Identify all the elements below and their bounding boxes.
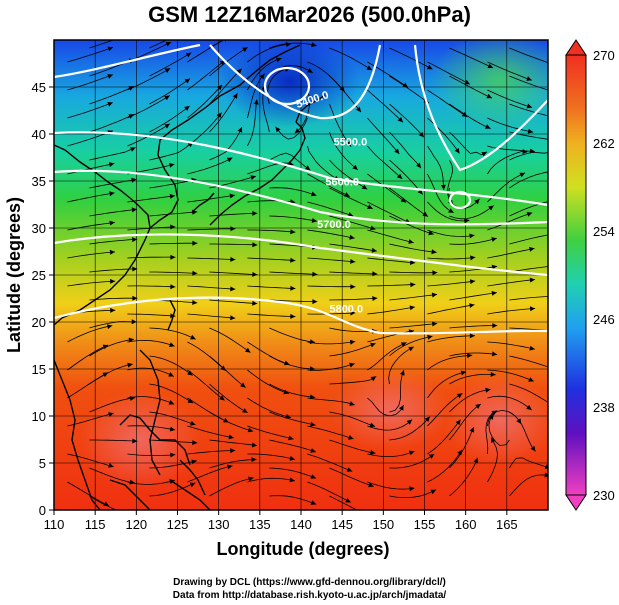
y-tick-label: 20 xyxy=(32,315,46,330)
y-tick-label: 45 xyxy=(32,80,46,95)
colorbar-label: 262 xyxy=(593,136,615,151)
contour-label-5500: 5500.0 xyxy=(334,136,368,148)
x-tick-label: 125 xyxy=(167,517,189,532)
x-tick-label: 130 xyxy=(208,517,230,532)
y-tick-label: 35 xyxy=(32,174,46,189)
contour-label-5800: 5800.0 xyxy=(329,304,363,316)
graticule xyxy=(54,40,548,510)
x-tick-label: 145 xyxy=(331,517,353,532)
colorbar-label: 230 xyxy=(593,488,615,503)
x-tick-label: 140 xyxy=(290,517,312,532)
colorbar-top-arrow xyxy=(565,39,587,56)
x-tick-label: 110 xyxy=(44,517,65,532)
y-tick-label: 15 xyxy=(32,362,46,377)
x-tick-label: 155 xyxy=(414,517,436,532)
colorbar-label: 270 xyxy=(593,48,615,63)
y-axis-title: Latitude (degrees) xyxy=(4,197,24,353)
credit-data: Data from http://database.rish.kyoto-u.a… xyxy=(172,590,447,601)
x-tick-label: 150 xyxy=(372,517,394,532)
y-tick-label: 5 xyxy=(39,456,46,471)
contour-labels: 5400.0 5500.0 5600.0 5700.0 5800.0 xyxy=(295,89,368,315)
y-tick-label: 40 xyxy=(32,127,46,142)
colorbar-label: 246 xyxy=(593,312,615,327)
x-tick-label: 165 xyxy=(496,517,518,532)
colorbar-label: 254 xyxy=(593,224,615,239)
height-contours xyxy=(54,43,548,335)
x-axis-title: Longitude (degrees) xyxy=(216,539,389,559)
contour-label-5700: 5700.0 xyxy=(317,219,351,231)
colorbar: 270 262 254 246 238 230 xyxy=(565,39,615,511)
contour-label-5600: 5600.0 xyxy=(325,177,359,189)
x-tick-label: 120 xyxy=(125,517,147,532)
coastlines xyxy=(54,44,326,510)
temperature-field: 5400.0 5500.0 5600.0 5700.0 5800.0 xyxy=(54,40,548,510)
map-title: GSM 12Z16Mar2026 (500.0hPa) xyxy=(148,2,471,27)
y-axis-ticks: 0 5 10 15 20 25 30 35 40 45 xyxy=(32,80,54,518)
x-tick-label: 135 xyxy=(249,517,271,532)
y-tick-label: 30 xyxy=(32,221,46,236)
colorbar-bar xyxy=(565,54,587,496)
y-tick-label: 25 xyxy=(32,268,46,283)
credit-drawing: Drawing by DCL (https://www.gfd-dennou.o… xyxy=(173,577,446,588)
x-tick-label: 115 xyxy=(85,517,106,532)
y-tick-label: 0 xyxy=(39,503,46,518)
y-tick-label: 10 xyxy=(32,409,46,424)
x-tick-label: 160 xyxy=(455,517,477,532)
colorbar-bottom-arrow xyxy=(565,494,587,511)
colorbar-label: 238 xyxy=(593,400,615,415)
x-axis-ticks: 110 115 120 125 130 135 140 145 150 155 160 165 xyxy=(44,510,518,532)
streamlines xyxy=(67,40,548,510)
